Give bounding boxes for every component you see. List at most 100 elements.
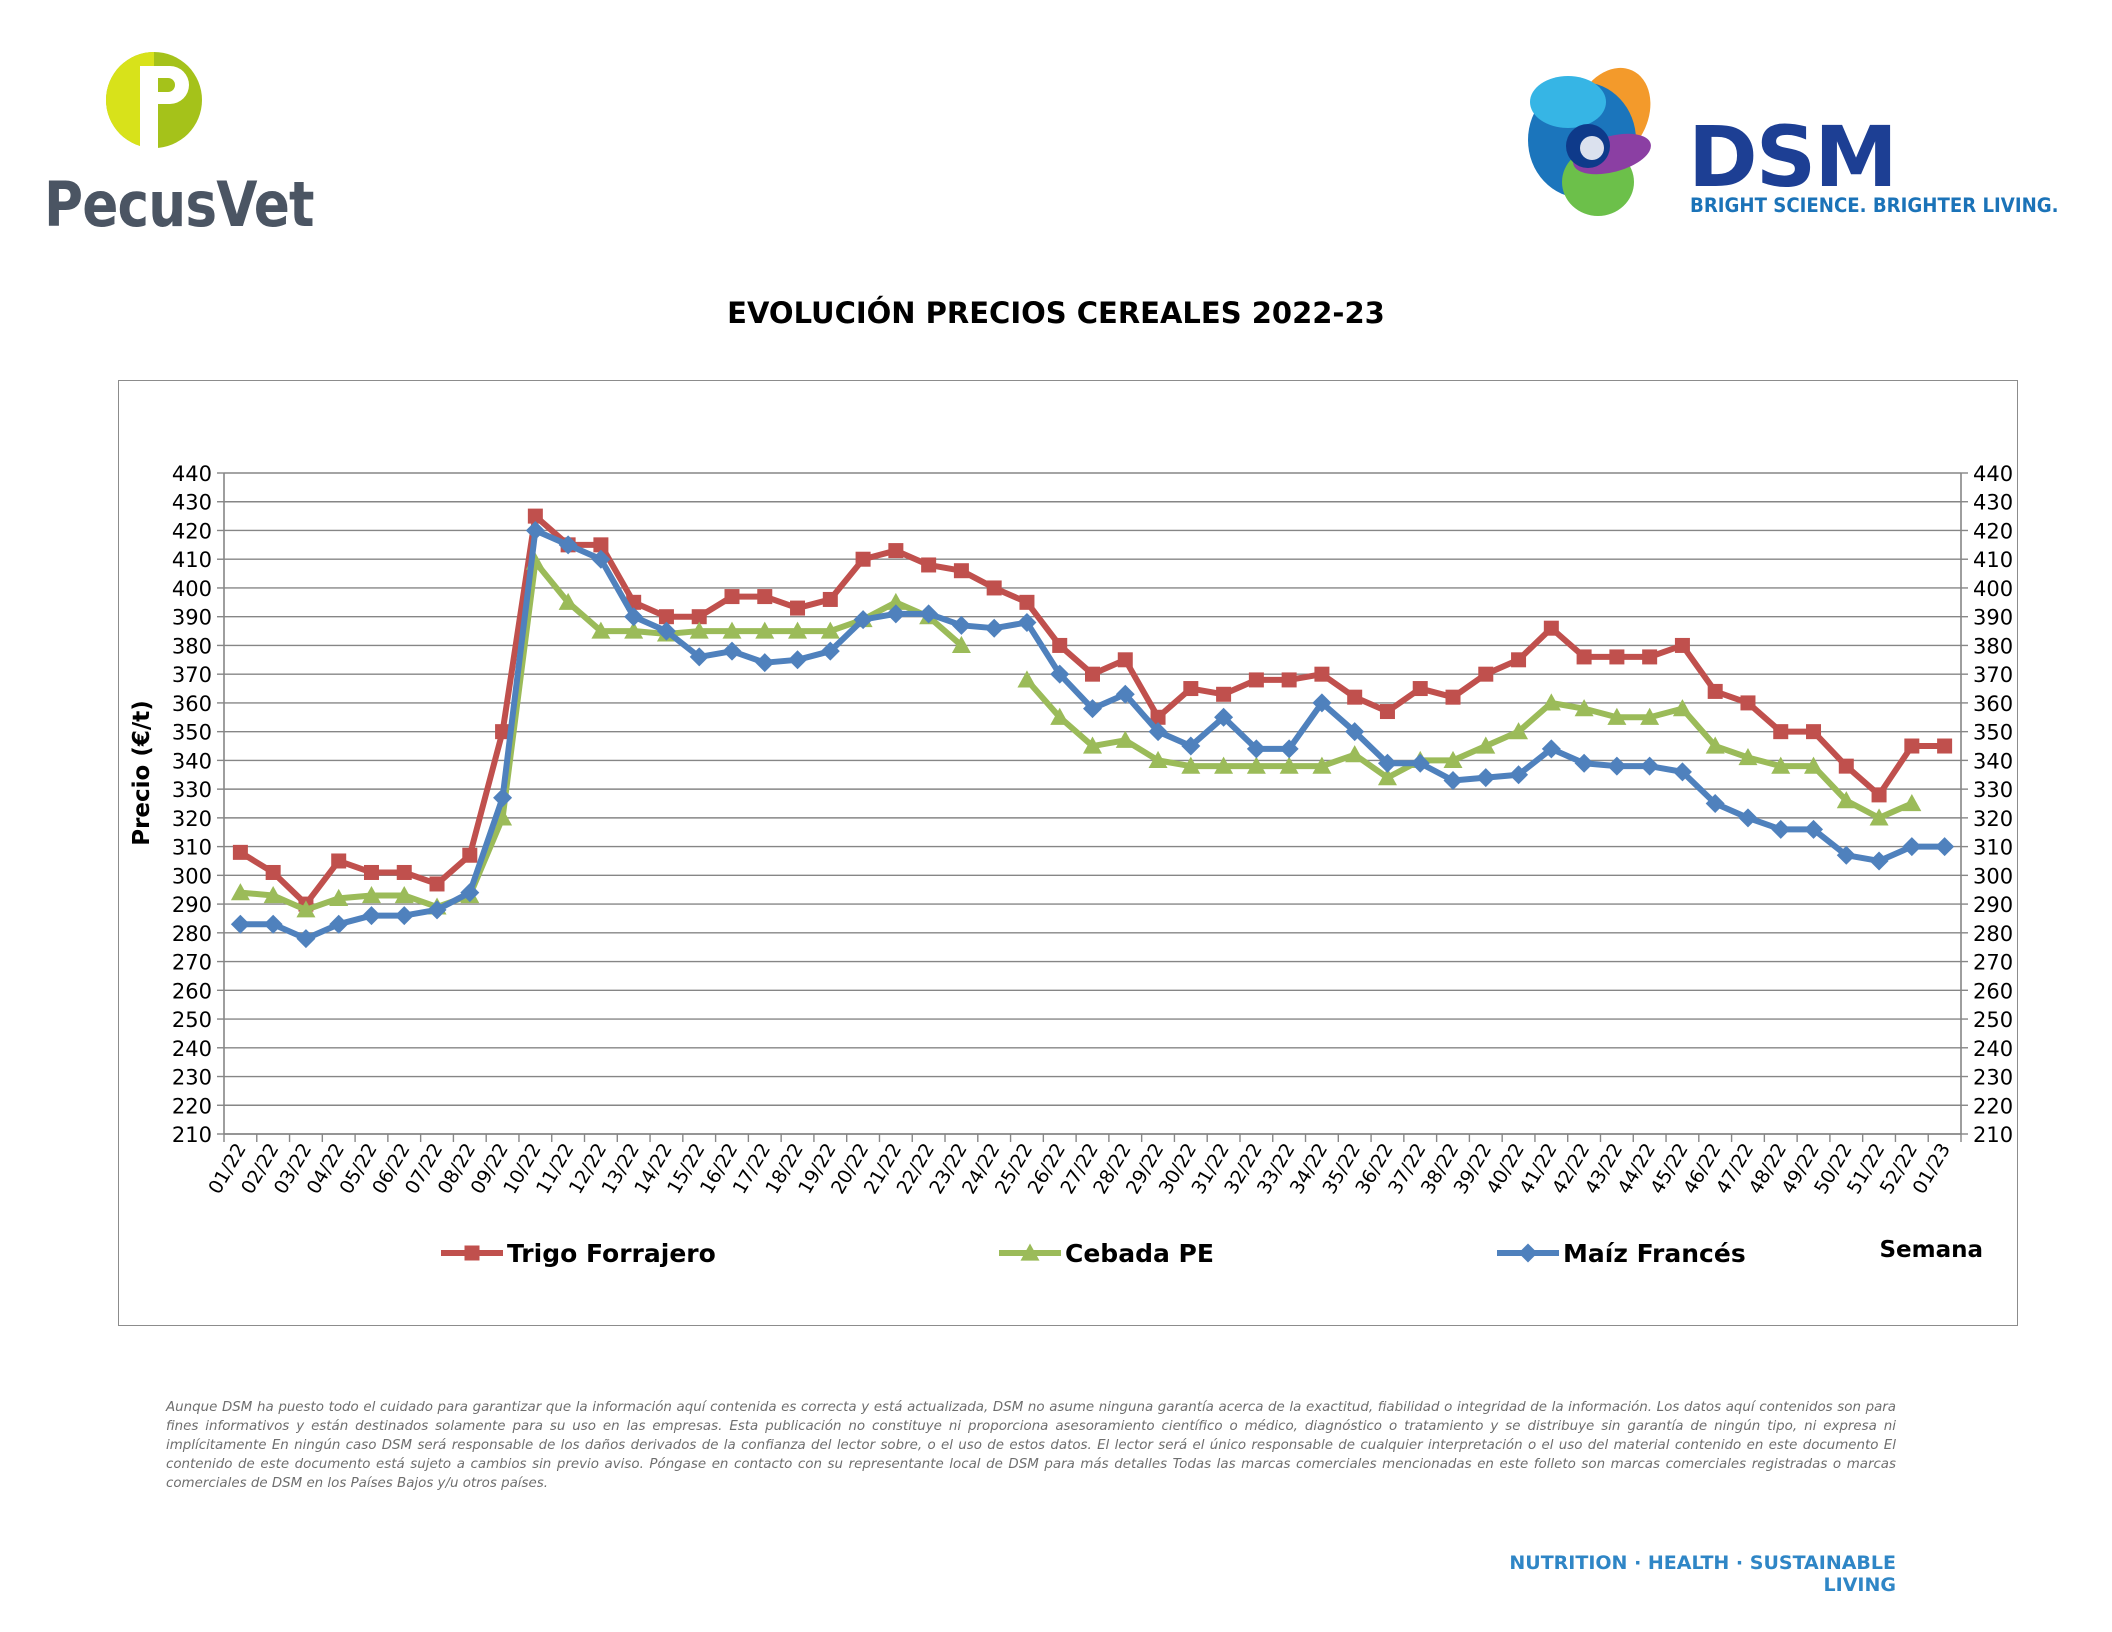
data-point [951,635,971,654]
x-axis-ticks: 01/2202/2203/2204/2205/2206/2207/2208/22… [204,1140,1955,1198]
data-point [591,549,611,569]
data-point [919,604,939,624]
data-point [1836,845,1856,865]
data-point [1183,681,1199,697]
data-point [689,621,709,639]
y-tick-label-left: 300 [172,864,212,888]
legend-swatch-marker [464,1245,480,1261]
y-tick-label-right: 360 [1973,692,2013,716]
data-point [1248,672,1264,688]
data-point [755,621,775,639]
data-point [1281,672,1297,688]
y-tick-label-right: 410 [1973,548,2013,572]
y-tick-label-left: 340 [172,749,212,773]
legend-label: Trigo Forrajero [507,1239,716,1268]
data-point [296,929,316,949]
data-point [1740,695,1756,711]
data-point [1181,756,1201,774]
data-point [1050,664,1070,684]
line-chart: 210 220 230 240 250 260 270 280 290 300 310 320 330 3… [129,462,2013,1268]
data-point [1150,709,1166,725]
data-point [1574,753,1594,773]
data-point [1705,794,1725,813]
y-tick-label-right: 240 [1973,1037,2013,1061]
y-tick-label-right: 250 [1973,1008,2013,1032]
data-point [1345,745,1365,763]
chart-title: EVOLUCIÓN PRECIOS CEREALES 2022-23 [727,296,1385,330]
data-point [1443,771,1463,791]
y-axis-label: Precio (€/t) [129,700,155,846]
data-point [658,609,674,625]
y-tick-label-left: 280 [172,922,212,946]
data-point [493,788,513,808]
data-point [1017,612,1037,632]
data-point [755,653,775,673]
data-point [1085,666,1100,682]
y-tick-label-left: 230 [172,1066,212,1090]
data-point [788,621,808,639]
y-tick-label-right: 230 [1973,1066,2013,1090]
data-point [525,520,545,540]
data-point [263,885,283,904]
data-point [1509,722,1529,740]
data-point [886,604,906,624]
footer-tagline: NUTRITION · HEALTH · SUSTAINABLE LIVING [1509,1552,1896,1596]
y-tick-label-left: 410 [172,548,212,572]
data-point [296,900,316,918]
y-tick-label-left: 310 [172,836,212,860]
data-point [593,537,609,553]
data-point [1642,649,1658,665]
data-point [722,621,742,639]
data-point [1738,808,1758,828]
data-point [232,844,248,860]
data-point [1478,666,1494,682]
data-point [820,621,840,639]
data-point [1117,652,1133,668]
y-tick-label-right: 350 [1973,721,2013,745]
y-tick-label-right: 420 [1973,519,2013,543]
data-point [495,724,511,740]
data-point [1148,722,1168,742]
data-point [788,650,808,670]
x-axis-label: Semana [1879,1237,1983,1263]
data-point [265,864,281,880]
data-point [1050,707,1070,725]
data-point [1738,748,1758,766]
data-point [230,914,250,934]
data-point [1773,724,1789,740]
y-tick-label-right: 290 [1973,893,2013,917]
data-point [1410,753,1430,773]
data-point [329,914,349,934]
data-point [1804,819,1824,839]
data-point [722,641,742,661]
data-point [886,592,906,610]
data-point [363,864,379,880]
data-point [624,621,644,639]
data-point [429,876,445,892]
y-tick-label-right: 260 [1973,979,2013,1003]
data-point [1476,768,1496,788]
y-tick-label-left: 440 [172,462,212,486]
data-point [624,607,644,627]
data-point [822,591,838,607]
data-point [427,900,447,920]
data-point [986,580,1002,596]
data-point [1214,756,1234,774]
data-point [724,589,740,605]
data-point [1412,681,1428,697]
data-point [394,906,414,926]
y-tick-label-right: 300 [1973,864,2013,888]
data-point [1509,765,1529,785]
data-point [1347,689,1363,705]
data-point [855,551,871,567]
y-tick-label-right: 280 [1973,922,2013,946]
data-point [1674,637,1690,653]
data-point [691,609,707,625]
data-point [558,535,578,555]
data-point [953,563,969,579]
series-lines [230,508,1955,949]
data-point [984,618,1004,638]
data-point [1377,768,1397,786]
data-point [1083,699,1102,719]
y-tick-label-left: 250 [172,1008,212,1032]
